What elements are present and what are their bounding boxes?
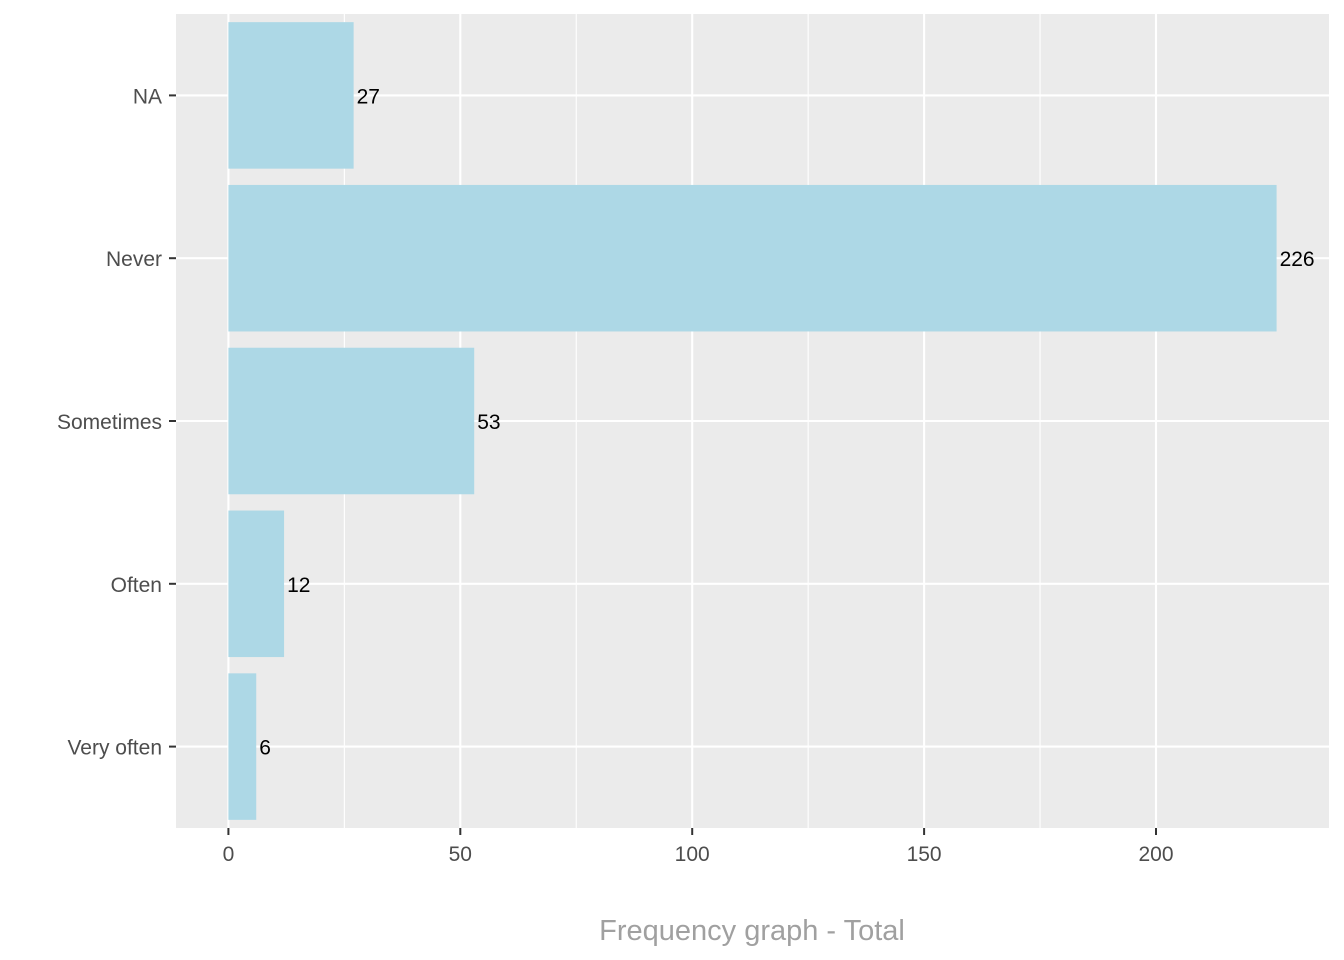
bar-never: [228, 184, 1277, 332]
x-tick-label: 200: [1138, 843, 1173, 866]
bar-na: [228, 22, 354, 169]
y-tick-label: Sometimes: [57, 411, 162, 434]
x-tick-label: 50: [449, 843, 472, 866]
y-axis: NA Never Sometimes Often Very often: [57, 85, 176, 760]
bars: [228, 22, 1277, 820]
x-axis-title: Frequency graph - Total: [599, 915, 905, 947]
x-tick-label: 100: [675, 843, 710, 866]
data-label: 6: [259, 737, 271, 760]
y-tick-label: NA: [133, 85, 162, 108]
data-label: 27: [357, 85, 380, 108]
y-tick-label: Never: [106, 248, 162, 271]
data-label: 53: [477, 411, 500, 434]
data-label: 226: [1280, 248, 1315, 271]
bar-sometimes: [228, 347, 475, 495]
bar-often: [228, 510, 285, 658]
data-labels: 27 226 53 12 6: [259, 85, 1314, 759]
y-tick-label: Often: [111, 574, 162, 597]
data-label: 12: [287, 574, 310, 597]
bar-very-often: [228, 673, 257, 820]
x-tick-label: 0: [223, 843, 235, 866]
x-axis: 0 50 100 150 200: [223, 828, 1174, 866]
y-tick-label: Very often: [67, 737, 162, 760]
x-tick-label: 150: [907, 843, 942, 866]
